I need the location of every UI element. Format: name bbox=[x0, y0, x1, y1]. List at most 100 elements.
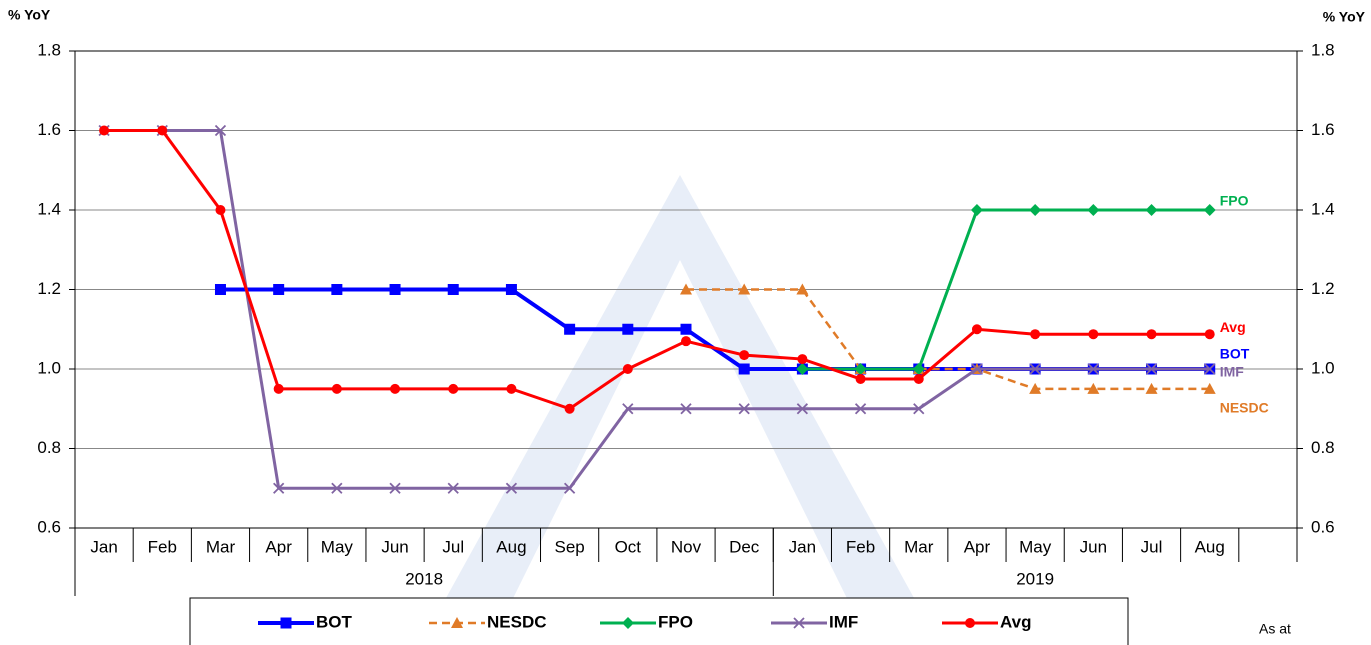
y2-tick-label: 1.8 bbox=[1311, 40, 1335, 59]
x-tick-label: Aug bbox=[1195, 537, 1225, 556]
legend-label: IMF bbox=[829, 612, 858, 631]
data-point bbox=[680, 283, 692, 295]
y-tick-label: 0.8 bbox=[37, 438, 61, 457]
x-tick-label: Jan bbox=[90, 537, 117, 556]
data-point bbox=[739, 350, 750, 361]
y2-tick-label: 0.8 bbox=[1311, 438, 1335, 457]
legend-label: NESDC bbox=[487, 612, 547, 631]
data-point bbox=[563, 482, 576, 494]
data-point bbox=[622, 364, 633, 374]
data-point bbox=[1204, 363, 1216, 375]
data-point bbox=[505, 284, 517, 295]
x-tick-label: Feb bbox=[846, 537, 875, 556]
x-tick-label: Jun bbox=[1080, 537, 1107, 556]
y2-tick-label: 1.6 bbox=[1311, 120, 1335, 139]
x-tick-label: Jan bbox=[789, 537, 816, 556]
data-point bbox=[389, 482, 401, 494]
data-point bbox=[1029, 204, 1042, 216]
legend-marker bbox=[965, 618, 975, 628]
data-point bbox=[389, 284, 401, 295]
data-point bbox=[447, 284, 459, 295]
data-point bbox=[390, 383, 401, 394]
data-point bbox=[912, 363, 925, 375]
y2-tick-label: 0.6 bbox=[1311, 517, 1335, 536]
legend-label: Avg bbox=[1000, 612, 1032, 631]
data-point bbox=[447, 482, 459, 494]
data-point bbox=[1203, 204, 1216, 216]
series-line bbox=[104, 129, 1210, 490]
x-tick-label: Dec bbox=[729, 537, 760, 556]
data-point bbox=[970, 204, 983, 216]
data-point bbox=[796, 283, 809, 295]
series-line bbox=[686, 288, 1210, 391]
data-point bbox=[971, 363, 983, 375]
x-tick-label: Oct bbox=[615, 537, 642, 556]
x-tick-label: Nov bbox=[671, 537, 702, 556]
data-point bbox=[331, 284, 343, 295]
data-point bbox=[1088, 329, 1099, 340]
legend-marker bbox=[451, 617, 463, 628]
data-point bbox=[157, 125, 168, 136]
legend-marker bbox=[793, 617, 805, 629]
legend-marker bbox=[280, 617, 292, 629]
legend-marker bbox=[622, 617, 634, 629]
data-point bbox=[1145, 204, 1158, 216]
y2-tick-label: 1.0 bbox=[1311, 358, 1335, 377]
series-end-label: NESDC bbox=[1220, 400, 1269, 416]
series-end-label: Avg bbox=[1220, 319, 1246, 335]
y-tick-label: 1.2 bbox=[37, 279, 61, 298]
y-tick-label: 1.0 bbox=[37, 358, 61, 377]
data-point bbox=[1029, 363, 1041, 375]
data-point bbox=[1087, 204, 1100, 216]
data-point bbox=[564, 323, 576, 335]
y-tick-label: 0.6 bbox=[37, 517, 61, 536]
data-point bbox=[1145, 382, 1158, 394]
y-axis-label: % YoY bbox=[8, 7, 51, 23]
data-point bbox=[854, 363, 867, 375]
data-point bbox=[505, 482, 518, 494]
data-point bbox=[797, 354, 808, 365]
y2-tick-label: 1.2 bbox=[1311, 279, 1335, 298]
x-tick-label: Aug bbox=[496, 537, 526, 556]
data-point bbox=[738, 283, 751, 295]
data-point bbox=[913, 403, 925, 415]
note: As at bbox=[1259, 621, 1291, 637]
x-tick-label: Mar bbox=[206, 537, 236, 556]
data-point bbox=[1087, 382, 1100, 394]
data-point bbox=[273, 482, 285, 494]
series-line bbox=[802, 208, 1210, 371]
data-point bbox=[971, 324, 982, 335]
legend-label: FPO bbox=[658, 612, 693, 631]
watermark bbox=[490, 260, 870, 645]
data-point bbox=[214, 284, 226, 295]
x-tick-label: Sep bbox=[554, 537, 584, 556]
data-point bbox=[913, 373, 924, 384]
data-point bbox=[1146, 329, 1157, 340]
data-point bbox=[1145, 363, 1158, 375]
x-tick-label: Apr bbox=[964, 537, 991, 556]
data-point bbox=[448, 383, 459, 394]
data-point bbox=[738, 363, 750, 375]
data-point bbox=[855, 373, 866, 384]
y-tick-label: 1.6 bbox=[37, 120, 61, 139]
plot-area bbox=[74, 50, 1298, 529]
year-label: 2019 bbox=[1016, 569, 1054, 588]
x-tick-label: May bbox=[321, 537, 354, 556]
x-tick-label: Mar bbox=[904, 537, 934, 556]
x-tick-label: May bbox=[1019, 537, 1052, 556]
data-point bbox=[273, 284, 285, 295]
series-line bbox=[104, 129, 1210, 411]
y2-axis-label: % YoY bbox=[1323, 9, 1366, 25]
data-point bbox=[681, 336, 691, 347]
data-point bbox=[796, 403, 809, 415]
y-tick-label: 1.8 bbox=[37, 40, 61, 59]
data-point bbox=[1203, 382, 1216, 394]
data-point bbox=[564, 403, 575, 414]
data-point bbox=[331, 482, 343, 494]
x-tick-label: Jul bbox=[442, 537, 464, 556]
data-point bbox=[331, 383, 342, 394]
series-end-label: IMF bbox=[1220, 364, 1245, 380]
legend-label: BOT bbox=[316, 612, 353, 631]
data-point bbox=[622, 323, 634, 335]
